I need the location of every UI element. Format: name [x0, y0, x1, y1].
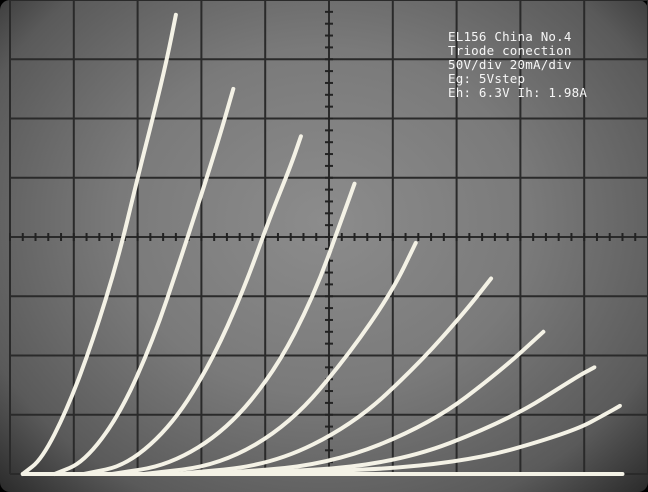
- plate-curve-8: [237, 365, 597, 476]
- annotation-line-5: Eh: 6.3V Ih: 1.98A: [448, 85, 588, 100]
- plate-curve-3: [82, 134, 303, 476]
- annotation-line-2: Triode conection: [448, 43, 572, 58]
- plate-curve-2: [52, 86, 236, 476]
- annotation-line-4: Eg: 5Vstep: [448, 71, 526, 86]
- plate-curve-5: [141, 240, 418, 476]
- plate-curve-6: [173, 276, 494, 476]
- curve-family: [20, 12, 625, 476]
- annotation-line-3: 50V/div 20mA/div: [448, 57, 572, 72]
- annotation-line-1: EL156 China No.4: [448, 29, 572, 44]
- plate-curve-9: [269, 403, 622, 476]
- plate-curve-4: [110, 181, 357, 476]
- plate-curve-1: [20, 12, 178, 476]
- plate-curve-7: [205, 329, 546, 476]
